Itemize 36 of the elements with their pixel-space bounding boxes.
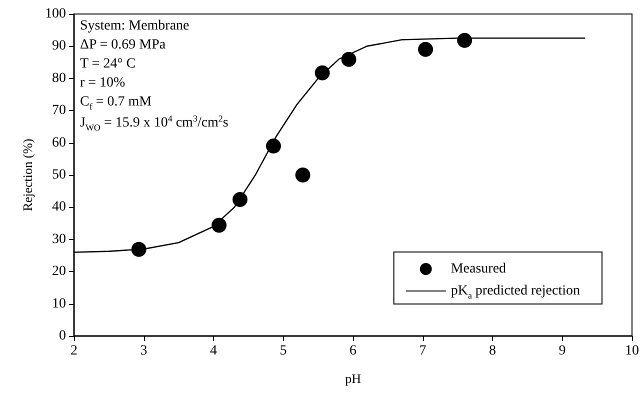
y-tick-label: 30	[52, 232, 66, 247]
x-tick-label: 5	[280, 344, 287, 358]
x-tick-label: 4	[210, 344, 217, 358]
x-tick-label: 6	[350, 344, 356, 358]
point	[266, 138, 281, 154]
point	[131, 242, 146, 257]
x-axis-title: pH	[345, 371, 361, 386]
legend-label: Measured	[450, 262, 506, 276]
point	[295, 168, 310, 182]
y-tick-label: 90	[52, 38, 66, 54]
x-tick-label: 8	[489, 344, 496, 358]
point	[418, 42, 434, 57]
annotation: r = 10%	[80, 76, 126, 90]
y-tick-label: 10	[52, 296, 66, 312]
x-tick-label: 2	[70, 344, 78, 358]
y-tick-label: 20	[52, 264, 66, 280]
point	[457, 32, 472, 48]
point	[232, 192, 248, 207]
y-axis-title: Rejection (%)	[20, 138, 36, 212]
annotation: System: Membrane	[80, 18, 190, 34]
x-tick-label: 9	[558, 344, 566, 358]
annotation: T = 24° C	[80, 56, 136, 72]
x-tick-label: 7	[419, 344, 426, 358]
y-tick-label: 50	[52, 168, 66, 182]
y-tick-label: 40	[52, 200, 66, 215]
point	[314, 65, 330, 80]
point	[212, 218, 227, 233]
y-tick-label: 60	[52, 135, 66, 150]
y-tick-label: 80	[52, 70, 66, 86]
x-tick-label: 10	[625, 344, 639, 358]
point	[341, 52, 356, 67]
y-tick-label: 70	[52, 103, 66, 118]
y-tick-label: 0	[59, 328, 66, 344]
y-tick-label: 100	[45, 6, 66, 22]
annotation: ΔP = 0.69 MPa	[80, 38, 166, 52]
x-tick-label: 3	[140, 344, 148, 358]
